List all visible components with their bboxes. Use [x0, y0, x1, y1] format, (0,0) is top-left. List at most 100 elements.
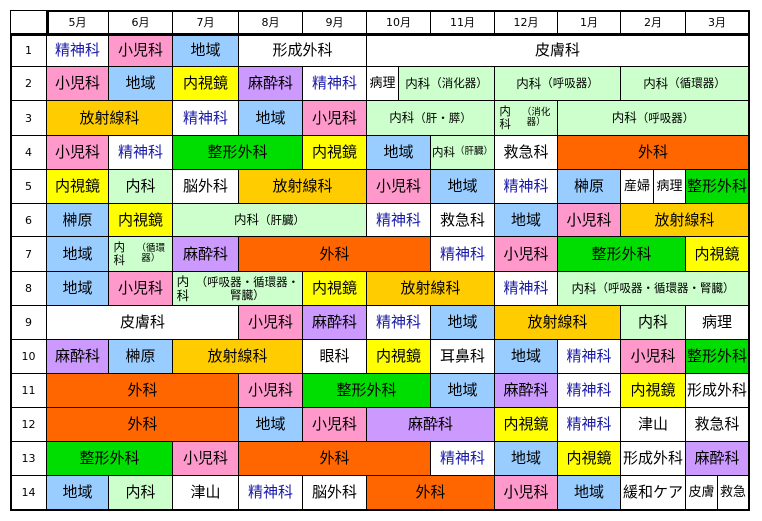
- rotation-cell: 内科 （肝・膵）: [367, 101, 495, 136]
- rotation-cell: 地域: [239, 408, 303, 442]
- rotation-cell: 整形外科: [47, 442, 173, 476]
- rotation-cell: 放射線科: [173, 340, 303, 374]
- rotation-cell: 麻酔科: [47, 340, 109, 374]
- rotation-cell: 内科 （肝臓）: [431, 136, 495, 170]
- rotation-cell: 精神科: [431, 442, 495, 476]
- rotation-cell: 精神科: [495, 170, 558, 204]
- rotation-cell: 精神科: [495, 272, 558, 306]
- rotation-cell: 内科 （呼吸器）: [558, 101, 749, 136]
- rotation-cell: 外科: [47, 408, 239, 442]
- rotation-cell: 地域: [47, 476, 109, 510]
- rotation-cell: 脳外科: [173, 170, 239, 204]
- rotation-cell: 放射線科: [239, 170, 367, 204]
- rotation-cell: 内視鏡: [173, 67, 239, 101]
- row-number: 5: [10, 170, 47, 204]
- rotation-cell: 整形外科: [686, 340, 749, 374]
- rotation-cell: 内科 （肝臓）: [173, 204, 367, 237]
- rotation-cell: 整形外科: [686, 170, 749, 204]
- rotation-cell: 皮膚科: [367, 34, 749, 67]
- rotation-cell: 内視鏡: [303, 136, 367, 170]
- rotation-cell: 皮膚科: [47, 306, 239, 340]
- rotation-cell: 内科 （呼吸器）: [495, 67, 621, 101]
- rotation-cell: 内視鏡: [303, 272, 367, 306]
- rotation-cell: 内視鏡: [47, 170, 109, 204]
- rotation-cell: 小児科: [495, 237, 558, 272]
- rotation-cell: 内視鏡: [558, 442, 621, 476]
- rotation-cell: 精神科: [558, 340, 621, 374]
- rotation-cell: 地域: [495, 204, 558, 237]
- month-header: 10月: [367, 10, 431, 34]
- rotation-cell: 外科: [558, 136, 749, 170]
- row-number: 3: [10, 101, 47, 136]
- rotation-cell: 小児科: [367, 170, 431, 204]
- rotation-cell: 小児科: [303, 408, 367, 442]
- rotation-cell: 精神科: [47, 34, 109, 67]
- rotation-cell: 内視鏡: [621, 374, 686, 408]
- rotation-cell: 耳鼻科: [431, 340, 495, 374]
- rotation-cell: 内視鏡: [367, 340, 431, 374]
- rotation-cell: 形成外科: [621, 442, 686, 476]
- rotation-cell: 内視鏡: [686, 237, 749, 272]
- rotation-cell: 整形外科: [558, 237, 686, 272]
- rotation-cell: 地域: [431, 170, 495, 204]
- month-header: 3月: [686, 10, 749, 34]
- rotation-cell: 地域: [47, 272, 109, 306]
- rotation-cell: 内視鏡: [495, 408, 558, 442]
- rotation-cell: 精神科: [239, 476, 303, 510]
- month-header: 12月: [495, 10, 558, 34]
- rotation-cell: 地域: [173, 34, 239, 67]
- rotation-cell: 地域: [495, 442, 558, 476]
- row-number: 9: [10, 306, 47, 340]
- rotation-cell: 病理: [654, 170, 686, 204]
- rotation-cell: 精神科: [173, 101, 239, 136]
- rotation-cell: 精神科: [367, 204, 431, 237]
- rotation-cell: 整形外科: [303, 374, 431, 408]
- rotation-cell: 精神科: [109, 136, 173, 170]
- rotation-cell: 地域: [495, 340, 558, 374]
- rotation-cell: 精神科: [431, 237, 495, 272]
- rotation-cell: 小児科: [109, 272, 173, 306]
- rotation-cell: 外科: [239, 442, 431, 476]
- rotation-cell: 小児科: [558, 204, 621, 237]
- row-number: 10: [10, 340, 47, 374]
- month-header: 11月: [431, 10, 495, 34]
- rotation-cell: 内科: [621, 306, 686, 340]
- rotation-cell: 形成外科: [686, 374, 749, 408]
- rotation-cell: 精神科: [558, 374, 621, 408]
- rotation-cell: 津山: [621, 408, 686, 442]
- rotation-cell: 内科 （循環器）: [109, 237, 173, 272]
- rotation-cell: 小児科: [239, 374, 303, 408]
- rotation-cell: 小児科: [495, 476, 558, 510]
- rotation-cell: 放射線科: [621, 204, 749, 237]
- rotation-cell: 小児科: [109, 34, 173, 67]
- rotation-cell: 小児科: [173, 442, 239, 476]
- rotation-cell: 小児科: [303, 101, 367, 136]
- rotation-cell: 麻酔科: [495, 374, 558, 408]
- month-header: 1月: [558, 10, 621, 34]
- row-number: 1: [10, 34, 47, 67]
- rotation-cell: 内視鏡: [109, 204, 173, 237]
- header-corner: [10, 10, 47, 34]
- rotation-cell: 地域: [431, 374, 495, 408]
- rotation-cell: 皮膚: [686, 476, 718, 510]
- rotation-cell: 内科 （呼吸器・循環器・腎臓）: [173, 272, 303, 306]
- rotation-cell: 小児科: [621, 340, 686, 374]
- month-header: 8月: [239, 10, 303, 34]
- rotation-cell: 救急科: [495, 136, 558, 170]
- rotation-cell: 精神科: [558, 408, 621, 442]
- month-header: 6月: [109, 10, 173, 34]
- rotation-cell: 緩和ケア: [621, 476, 686, 510]
- month-header: 9月: [303, 10, 367, 34]
- rotation-cell: 病理: [686, 306, 749, 340]
- rotation-cell: 麻酔科: [686, 442, 749, 476]
- row-number: 12: [10, 408, 47, 442]
- row-number: 7: [10, 237, 47, 272]
- rotation-cell: 榊原: [109, 340, 173, 374]
- rotation-cell: 麻酔科: [173, 237, 239, 272]
- rotation-cell: 救急科: [431, 204, 495, 237]
- row-number: 11: [10, 374, 47, 408]
- row-number: 14: [10, 476, 47, 510]
- rotation-cell: 麻酔科: [239, 67, 303, 101]
- rotation-cell: 精神科: [303, 67, 367, 101]
